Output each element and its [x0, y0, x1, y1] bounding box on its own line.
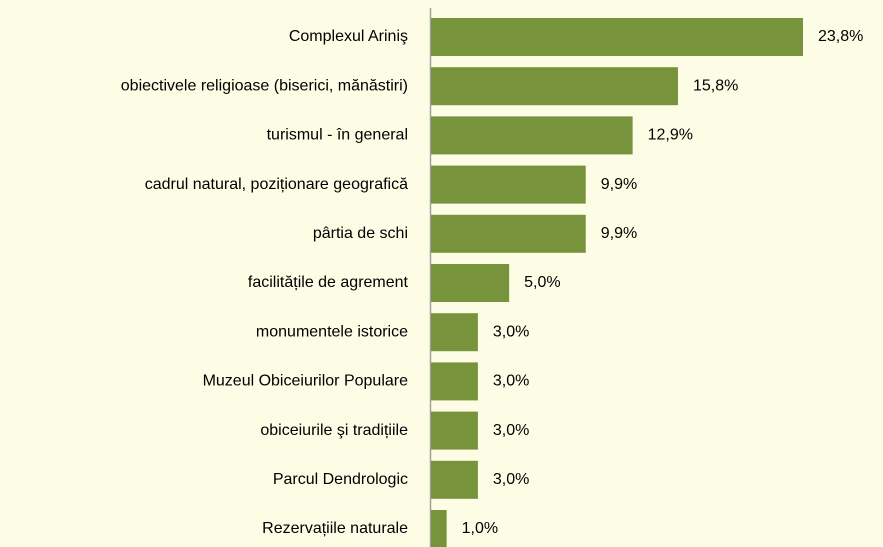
value-label: 3,0% [493, 471, 529, 488]
value-label: 12,9% [648, 127, 693, 144]
value-label: 15,8% [693, 77, 738, 94]
bar [431, 264, 510, 302]
bar [431, 67, 678, 106]
value-label: 3,0% [493, 373, 529, 390]
bar [431, 214, 586, 253]
bar [431, 362, 478, 401]
value-label: 5,0% [524, 274, 560, 291]
category-label: obiceiurile şi tradițiile [260, 422, 408, 439]
category-label: Complexul Ariniş [289, 28, 408, 45]
value-label: 9,9% [601, 176, 637, 193]
bar [431, 510, 447, 547]
value-label: 3,0% [493, 422, 529, 439]
value-label: 9,9% [601, 225, 637, 242]
category-label: Muzeul Obiceiurilor Populare [203, 373, 409, 390]
category-label: facilitățile de agrement [248, 274, 409, 291]
bar [431, 460, 478, 499]
value-label: 1,0% [462, 520, 498, 537]
category-label: obiectivele religioase (biserici, mănăst… [121, 77, 408, 94]
category-label: Rezervațiile naturale [262, 520, 408, 537]
category-label: monumentele istorice [256, 323, 408, 340]
bar [431, 116, 633, 155]
category-label: pârtia de schi [313, 225, 408, 242]
category-label: turismul - în general [267, 127, 408, 144]
value-label: 23,8% [818, 28, 863, 45]
value-label: 3,0% [493, 323, 529, 340]
category-label: cadrul natural, poziționare geografică [145, 176, 408, 193]
bar [431, 18, 803, 56]
category-label: Parcul Dendrologic [273, 471, 408, 488]
bar [431, 411, 478, 450]
bar [431, 313, 478, 352]
bar [431, 165, 586, 204]
